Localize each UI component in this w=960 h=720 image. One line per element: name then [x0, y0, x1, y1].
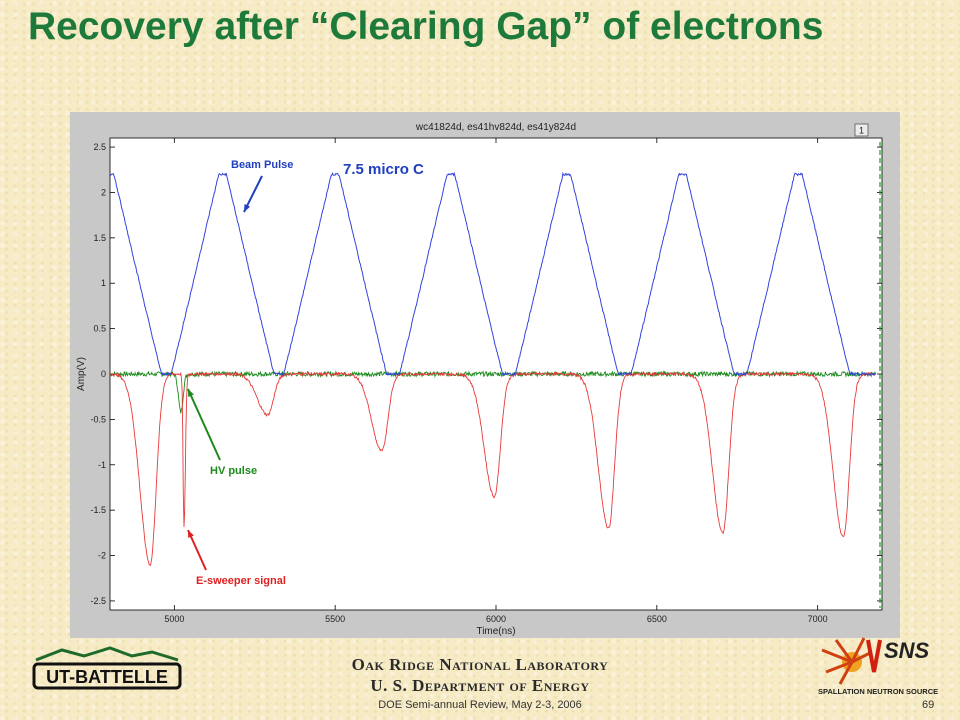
- y-tick-label: -1.5: [90, 505, 106, 515]
- y-tick-label: -2: [98, 551, 106, 561]
- page-number: 69: [922, 699, 935, 711]
- x-tick-label: 6500: [647, 614, 667, 624]
- sns-logo-text: SNS: [884, 638, 930, 663]
- arrow-beam-pulse-head: [244, 204, 251, 212]
- sns-logo: SNS SPALLATION NEUTRON SOURCE: [812, 632, 942, 707]
- y-axis-label: Amp(V): [76, 357, 87, 391]
- plot-panel: wc41824d, es41hv824d, es41y824d 1 Time(n…: [70, 112, 900, 638]
- figure-number-box: [854, 123, 869, 137]
- chart-title: wc41824d, es41hv824d, es41y824d: [415, 122, 576, 133]
- x-tick-label: 6000: [486, 614, 506, 624]
- x-axis-label: Time(ns): [476, 626, 515, 637]
- ut-logo-text: UT-BATTELLE: [46, 667, 168, 687]
- y-tick-label: 0: [101, 369, 106, 379]
- series-line-e-sweeper: [109, 371, 876, 567]
- line-chart: wc41824d, es41hv824d, es41y824d 1 Time(n…: [76, 122, 883, 637]
- sns-logo-subtext: SPALLATION NEUTRON SOURCE: [818, 687, 938, 696]
- y-tick-label: 1: [101, 278, 106, 288]
- series-layer: [109, 171, 877, 567]
- y-tick-label: -0.5: [90, 414, 106, 424]
- review-caption: DOE Semi-annual Review, May 2-3, 2006: [378, 699, 582, 711]
- x-tick-label: 7000: [808, 614, 828, 624]
- sunburst-icon: [821, 637, 882, 685]
- series-line-beam-pulse: [109, 171, 876, 377]
- y-tick-label: 1.5: [93, 233, 106, 243]
- sns-logo-graphic: SNS SPALLATION NEUTRON SOURCE: [818, 637, 938, 696]
- annotation-e-sweeper: E-sweeper signal: [196, 575, 286, 587]
- annotation-beam-pulse: Beam Pulse: [231, 159, 293, 171]
- ut-battelle-logo: UT-BATTELLE: [32, 646, 182, 697]
- y-tick-label: -2.5: [90, 596, 106, 606]
- annotation-layer: Beam Pulse 7.5 micro C HV pulse E-sweeper s…: [187, 159, 424, 587]
- arrow-e-sweeper-head: [188, 530, 194, 538]
- y-tick-label: 0.5: [93, 324, 106, 334]
- logo-frame: [32, 662, 182, 690]
- ut-battelle-logo-graphic: UT-BATTELLE: [32, 646, 182, 690]
- lab-name-line2: U. S. Department of Energy: [370, 676, 590, 695]
- x-tick-label: 5500: [325, 614, 345, 624]
- annotation-charge: 7.5 micro C: [343, 161, 424, 178]
- arrow-hv-pulse-head: [188, 389, 194, 397]
- x-tick-label: 5000: [164, 614, 184, 624]
- y-tick-label: 2.5: [93, 142, 106, 152]
- annotation-hv-pulse: HV pulse: [210, 465, 257, 477]
- x-axis: 5000 5500 6000 6500 7000: [164, 138, 828, 624]
- mountain-shape: [35, 646, 179, 662]
- y-tick-label: -1: [98, 460, 106, 470]
- lab-name-line1: Oak Ridge National Laboratory: [351, 655, 609, 674]
- figure-number: 1: [859, 126, 864, 136]
- arrow-hv-pulse: [187, 388, 221, 461]
- slide-title: Recovery after “Clearing Gap” of electro…: [28, 5, 824, 48]
- y-tick-label: 2: [101, 187, 106, 197]
